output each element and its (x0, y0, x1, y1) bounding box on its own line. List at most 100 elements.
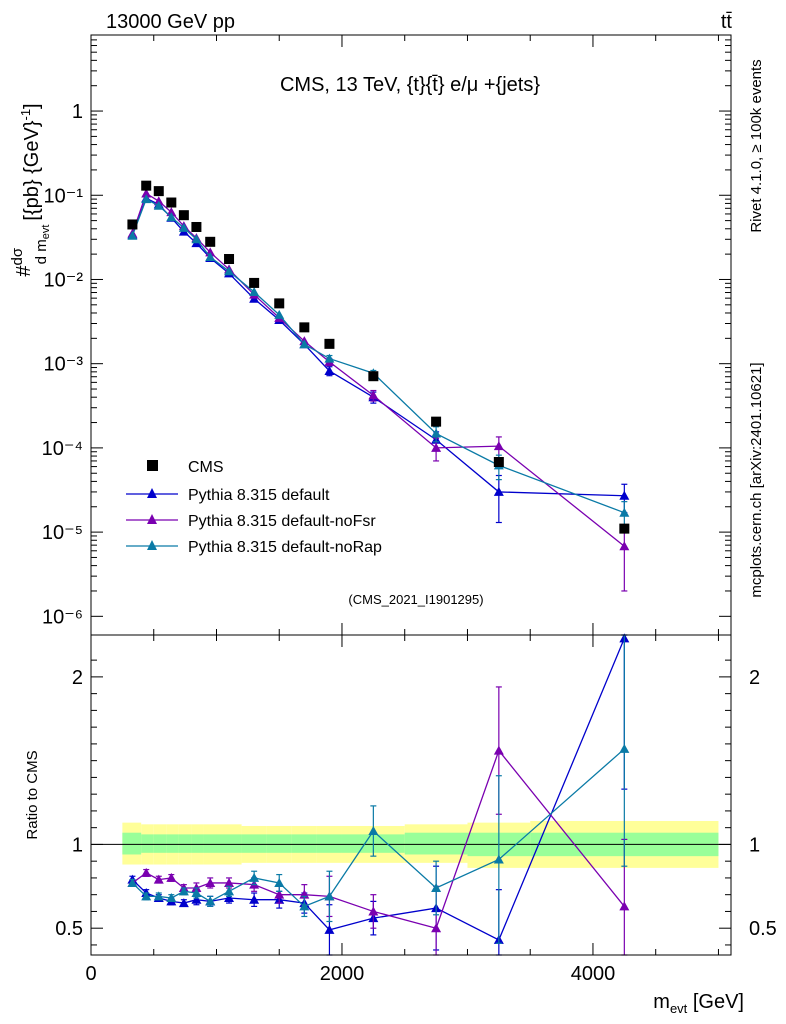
ratio-band-inner (153, 834, 167, 853)
ratio-band-inner (316, 834, 342, 853)
ratio-ytick-label: 1 (72, 834, 83, 856)
ratio-series-point (191, 888, 202, 898)
ratio-series-point (178, 898, 189, 908)
ratio-band-inner (191, 834, 204, 853)
legend-nofsr-marker (147, 514, 157, 524)
main-series-point (619, 541, 630, 551)
main-ytick-label: 10⁻⁴ (42, 438, 83, 460)
main-series-point (619, 490, 630, 500)
ratio-xtick-label: 0 (85, 963, 96, 985)
ratio-ytick-label-right: 0.5 (749, 918, 777, 940)
ratio-ytick-label-right: 2 (749, 667, 760, 689)
ratio-series-point (205, 877, 216, 887)
main-series-point (619, 507, 630, 517)
ratio-band-inner (266, 834, 292, 853)
ratio-xtick-label: 2000 (320, 963, 365, 985)
main-series-line (131, 198, 625, 514)
ratio-series-line (132, 749, 625, 929)
ratio-series-point (166, 893, 177, 903)
ratio-series-point (191, 894, 202, 904)
legend-norap-label: Pythia 8.315 default-noRap (188, 539, 382, 556)
main-series-point (368, 390, 379, 400)
main-series-point (431, 442, 442, 452)
ratio-series-line (131, 638, 625, 941)
main-series-point (249, 286, 260, 296)
analysis-title: CMS, 13 TeV, {t}{t̄} e/μ +{jets} (280, 74, 540, 96)
ratio-series-point (249, 894, 260, 904)
x-axis-label: mevt [GeV] (653, 991, 744, 1016)
main-series-point (127, 230, 138, 240)
ratio-series-point (205, 896, 216, 906)
legend-default-marker (147, 488, 157, 498)
main-series-point (166, 207, 177, 217)
main-ytick-label: 10⁻⁶ (42, 606, 83, 628)
side-mcplots: mcplots.cern.ch [arXiv:2401.10621] (748, 362, 765, 597)
ratio-series-point (141, 867, 152, 877)
legend-cms-marker (147, 460, 158, 471)
main-series-point (153, 196, 164, 206)
ratio-series-point (153, 874, 164, 884)
cms-data-point (493, 456, 504, 467)
ratio-series-point (431, 882, 442, 892)
main-ytick-label: 1 (72, 101, 83, 123)
main-series-point (299, 339, 310, 349)
ratio-series-point (224, 886, 235, 896)
cms-data-point (324, 338, 335, 349)
ratio-band-inner (122, 832, 142, 855)
ratio-ticks: 0.5 0.5 1 1 2 2 0 2000 4000 (55, 635, 777, 985)
cms-data-point (368, 371, 379, 382)
main-series-point (141, 194, 152, 204)
main-panel: 10⁻⁶ 10⁻⁵ 10⁻⁴ 10⁻³ 10⁻² 10⁻¹ 1 (42, 34, 732, 636)
main-data-points (127, 180, 630, 534)
legend: CMS Pythia 8.315 default Pythia 8.315 de… (126, 459, 382, 556)
main-series-point (166, 212, 177, 222)
ratio-series-point (493, 745, 504, 755)
ratio-band-inner (203, 834, 217, 853)
ratio-series-point (619, 901, 630, 911)
main-ytick-label: 10⁻¹ (44, 185, 84, 207)
ratio-band-inner (404, 832, 468, 855)
ratio-frame (90, 634, 732, 956)
cms-data-point (127, 219, 138, 230)
main-series-point (493, 441, 504, 451)
ratio-series-point (166, 872, 177, 882)
svg-text:mevt [GeV]: mevt [GeV] (653, 991, 744, 1016)
main-ytick-label: 10⁻⁵ (42, 522, 83, 544)
legend-norap-marker (147, 540, 157, 550)
ratio-series-point (249, 872, 260, 882)
cms-data-point (178, 210, 189, 221)
ratio-band-inner (178, 834, 192, 853)
ratio-series (127, 633, 630, 956)
ratio-ytick-label: 0.5 (55, 918, 83, 940)
legend-nofsr-label: Pythia 8.315 default-noFsr (188, 513, 376, 530)
ratio-series-point (368, 906, 379, 916)
ratio-ytick-label-right: 1 (749, 834, 760, 856)
cms-data-point (166, 197, 177, 208)
ratio-series-point (224, 877, 235, 887)
ratio-y-axis-label: Ratio to CMS (24, 750, 41, 839)
header-left: 13000 GeV pp (106, 11, 235, 33)
ratio-panel: 0.5 0.5 1 1 2 2 0 2000 4000 (55, 633, 777, 985)
main-series (127, 188, 630, 592)
cms-data-point (249, 277, 260, 288)
ratio-series-point (431, 923, 442, 933)
ratio-series-point (224, 893, 235, 903)
main-series-point (224, 266, 235, 276)
cms-data-point (274, 298, 285, 309)
main-series-point (178, 222, 189, 232)
main-ytick-label: 10⁻² (44, 269, 84, 291)
cms-data-point (619, 523, 630, 534)
cms-data-point (205, 236, 216, 247)
cms-data-point (153, 186, 164, 197)
cms-data-point (299, 322, 310, 333)
main-series-point (274, 309, 285, 319)
cms-data-point (141, 180, 152, 191)
ratio-series-point (274, 877, 285, 887)
ratio-series-point (178, 886, 189, 896)
ratio-series-point (299, 901, 310, 911)
main-series-point (191, 234, 202, 244)
ratio-series-point (153, 891, 164, 901)
ratio-band-inner (291, 834, 317, 853)
